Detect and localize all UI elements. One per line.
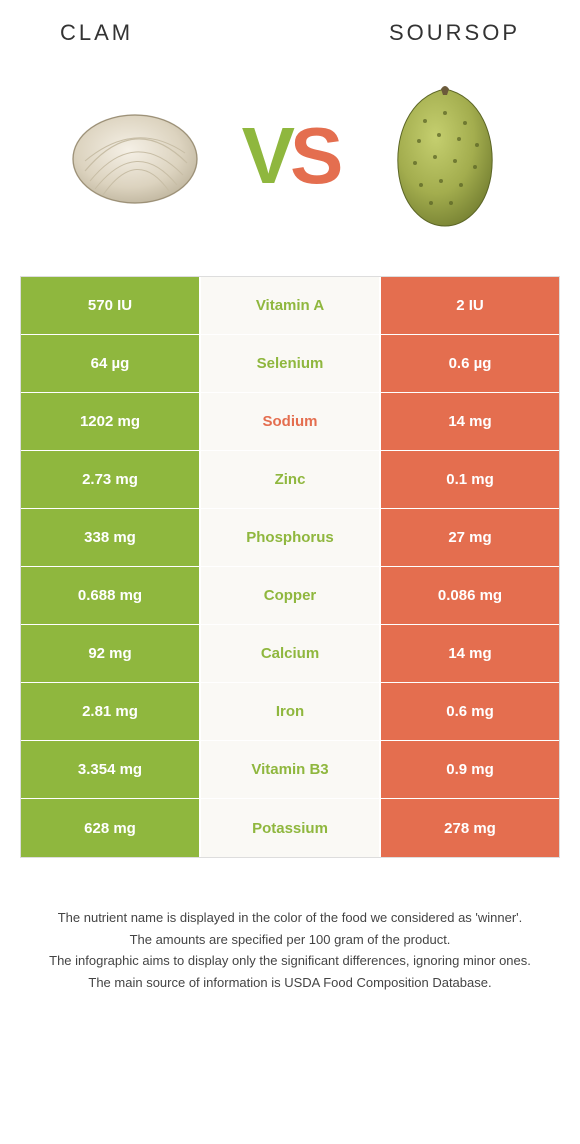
cell-left: 570 IU [21, 277, 201, 334]
table-row: 628 mgPotassium278 mg [21, 799, 559, 857]
table-row: 0.688 mgCopper0.086 mg [21, 567, 559, 625]
vs-v: V [242, 111, 290, 200]
cell-right: 14 mg [379, 393, 559, 450]
cell-label: Zinc [201, 451, 379, 508]
cell-right: 0.9 mg [379, 741, 559, 798]
cell-label: Sodium [201, 393, 379, 450]
cell-left: 1202 mg [21, 393, 201, 450]
cell-label: Potassium [201, 799, 379, 857]
title-right: SOURSOP [389, 20, 520, 46]
cell-label: Calcium [201, 625, 379, 682]
cell-right: 27 mg [379, 509, 559, 566]
cell-label: Vitamin A [201, 277, 379, 334]
footer-line: The nutrient name is displayed in the co… [30, 908, 550, 928]
clam-icon [65, 101, 205, 211]
vs-s: S [290, 111, 338, 200]
clam-image [60, 96, 210, 216]
table-row: 1202 mgSodium14 mg [21, 393, 559, 451]
soursop-icon [385, 81, 505, 231]
table-row: 64 µgSelenium0.6 µg [21, 335, 559, 393]
cell-right: 0.6 µg [379, 335, 559, 392]
hero-row: VS [20, 76, 560, 236]
titles-row: CLAM SOURSOP [20, 20, 560, 46]
cell-label: Iron [201, 683, 379, 740]
table-row: 338 mgPhosphorus27 mg [21, 509, 559, 567]
cell-label: Selenium [201, 335, 379, 392]
cell-left: 2.73 mg [21, 451, 201, 508]
cell-right: 0.086 mg [379, 567, 559, 624]
cell-left: 0.688 mg [21, 567, 201, 624]
cell-label: Phosphorus [201, 509, 379, 566]
table-row: 92 mgCalcium14 mg [21, 625, 559, 683]
cell-left: 628 mg [21, 799, 201, 857]
cell-left: 2.81 mg [21, 683, 201, 740]
cell-right: 14 mg [379, 625, 559, 682]
soursop-image [370, 96, 520, 216]
cell-right: 0.6 mg [379, 683, 559, 740]
table-row: 2.73 mgZinc0.1 mg [21, 451, 559, 509]
vs-label: VS [242, 110, 339, 202]
nutrient-table: 570 IUVitamin A2 IU64 µgSelenium0.6 µg12… [20, 276, 560, 858]
cell-left: 3.354 mg [21, 741, 201, 798]
cell-left: 64 µg [21, 335, 201, 392]
title-left: CLAM [60, 20, 133, 46]
cell-label: Vitamin B3 [201, 741, 379, 798]
footer-line: The infographic aims to display only the… [30, 951, 550, 971]
cell-right: 2 IU [379, 277, 559, 334]
cell-left: 92 mg [21, 625, 201, 682]
cell-right: 278 mg [379, 799, 559, 857]
cell-right: 0.1 mg [379, 451, 559, 508]
cell-left: 338 mg [21, 509, 201, 566]
footer-line: The main source of information is USDA F… [30, 973, 550, 993]
footer-line: The amounts are specified per 100 gram o… [30, 930, 550, 950]
footer-notes: The nutrient name is displayed in the co… [20, 908, 560, 992]
cell-label: Copper [201, 567, 379, 624]
table-row: 2.81 mgIron0.6 mg [21, 683, 559, 741]
table-row: 570 IUVitamin A2 IU [21, 277, 559, 335]
table-row: 3.354 mgVitamin B30.9 mg [21, 741, 559, 799]
